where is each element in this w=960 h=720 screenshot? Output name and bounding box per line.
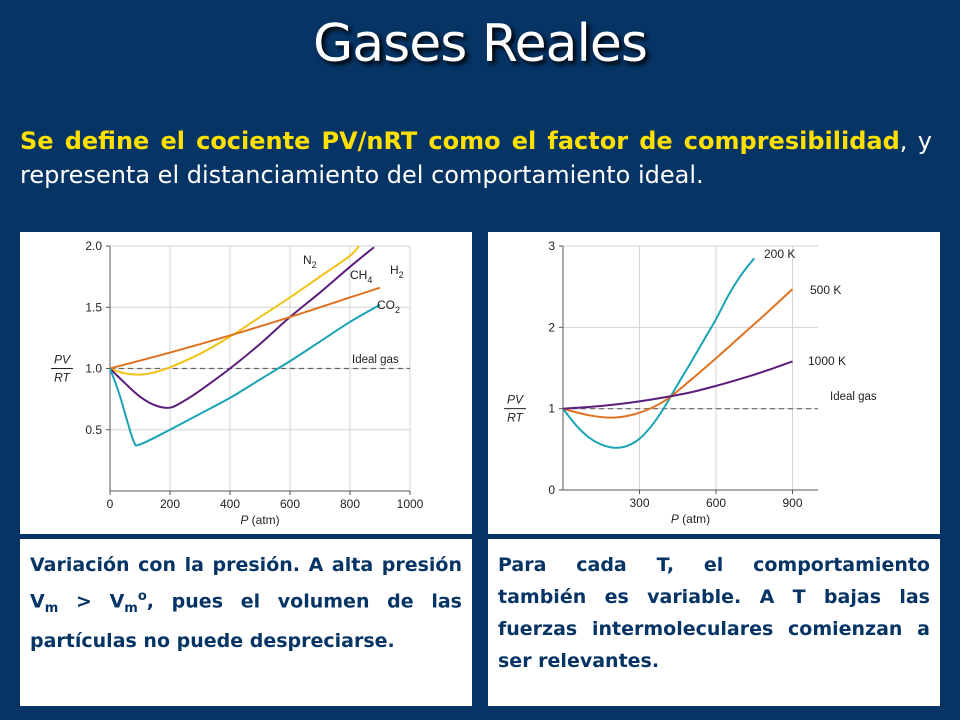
caption-left-sub-1: m [44,601,59,617]
x-axis-label: P (atm) [671,512,710,526]
series-line-200-k [562,257,756,449]
series-label-1000-k: 1000 K [808,354,846,368]
caption-left-sub-2: m [124,601,138,617]
series-label-500-k: 500 K [810,283,841,297]
series-label-200-k: 200 K [764,247,795,261]
y-tick-label: 2.0 [85,239,102,253]
ideal-gas-label: Ideal gas [830,391,877,403]
x-tick-label: 800 [340,497,360,511]
x-tick-label: 300 [629,496,649,510]
caption-left-sup-2: o [137,589,147,604]
series-line-n2 [109,245,360,376]
slide-title: Gases Reales [312,14,648,74]
y-axis-label-denominator: RT [54,371,71,385]
intro-highlight: Se define el cociente PV/nRT como el fac… [20,127,900,155]
y-tick-label: 1.5 [85,300,102,314]
caption-left-text-1: Variación con la presión. A alta presión… [30,554,462,613]
intro-rest: , y representa el distanciamiento del co… [20,127,932,189]
series-line-500-k [562,288,794,419]
y-tick-label: 0.5 [85,423,102,437]
caption-temperature: Para cada T, el comportamiento también e… [488,539,940,706]
x-tick-label: 0 [107,497,114,511]
series-label-h2: H2 [390,263,404,280]
x-tick-label: 200 [160,497,180,511]
x-tick-label: 1000 [397,497,424,511]
y-tick-label: 0 [548,483,555,497]
series-label-ch4: CH4 [350,268,372,285]
series-line-1000-k [562,360,793,410]
chart-pressure: 0 200 400 600 800 1000 0.5 1.0 1.5 2.0 P (atm) PV RT… [51,239,424,527]
y-tick-label: 3 [548,239,555,253]
y-tick-label: 1.0 [85,362,102,376]
series-label-co2: CO2 [377,298,400,315]
y-axis-label-numerator: PV [507,393,524,407]
series-line-h2 [109,286,381,370]
caption-left-text-3: , pues el volumen de las partículas no p… [30,590,462,653]
y-tick-label: 1 [548,402,555,416]
caption-pressure: Variación con la presión. A alta presión… [20,539,472,706]
chart-panel-pressure: 0 200 400 600 800 1000 0.5 1.0 1.5 2.0 P (atm) PV RT… [20,232,472,534]
x-tick-label: 600 [280,497,300,511]
caption-left-text-2: > V [58,590,125,613]
caption-right-text: Para cada T, el comportamiento también e… [498,554,930,672]
x-tick-label: 900 [782,496,802,510]
series-line-co2 [109,303,381,447]
series-label-n2: N2 [303,253,317,270]
y-tick-label: 2 [548,320,555,334]
chart-panel-temperature: 300 600 900 0 1 2 3 P (atm) PV RT Ideal gas 200 K 50… [488,232,940,534]
series-line-ch4 [109,246,375,409]
chart-temperature: 300 600 900 0 1 2 3 P (atm) PV RT Ideal gas 200 K 50… [504,239,877,526]
x-tick-label: 600 [706,496,726,510]
y-axis-label-denominator: RT [507,411,524,425]
y-axis-label-numerator: PV [54,353,71,367]
ideal-gas-label: Ideal gas [352,354,399,366]
x-tick-label: 400 [220,497,240,511]
x-axis-label: P (atm) [240,513,279,527]
intro-paragraph: Se define el cociente PV/nRT como el fac… [20,124,932,192]
